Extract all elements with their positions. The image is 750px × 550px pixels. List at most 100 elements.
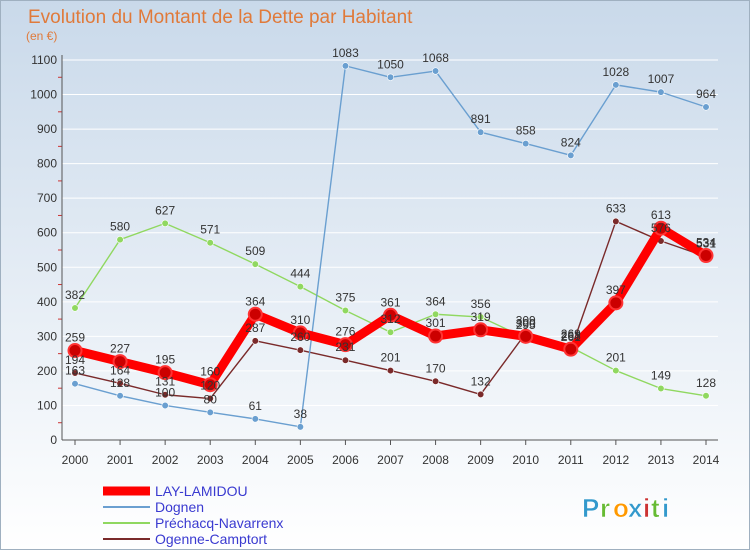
data-label: 361 [380,295,400,309]
data-point [653,220,669,236]
data-label: 613 [651,208,671,222]
data-label: 964 [696,87,716,101]
data-label: 576 [651,221,671,235]
data-point [296,346,304,354]
data-label: 1028 [603,65,630,79]
x-tick-label: 2013 [648,453,675,467]
x-tick-label: 2005 [287,453,314,467]
data-point [386,328,395,336]
x-tick-label: 2000 [62,453,89,467]
data-point [612,217,620,225]
data-point [206,239,214,247]
data-point [428,328,444,344]
x-tick-label: 2004 [242,453,269,467]
data-point [567,151,575,159]
data-point [71,369,79,377]
data-label: 120 [200,379,220,393]
y-tick-label: 800 [37,157,57,171]
data-label: 531 [696,237,716,251]
data-label: 163 [65,364,85,378]
data-point [247,306,263,322]
data-point [386,73,395,81]
y-tick-label: 1000 [30,88,57,102]
data-label: 149 [651,369,671,383]
y-tick-label: 200 [37,364,57,378]
y-tick-label: 0 [50,433,57,447]
data-label: 132 [471,374,491,388]
logo-letter: i [643,493,650,523]
data-label: 128 [696,376,716,390]
data-point [386,366,395,375]
data-point [292,325,308,341]
data-point [296,283,304,291]
data-label: 259 [65,331,85,345]
data-labels-group: 194 164 131 120 287 260 231 201 170 132 309 261 633 5… [65,46,716,421]
data-label: 261 [561,330,581,344]
legend-label: Dognen [155,499,204,515]
data-point [112,354,128,370]
data-label: 1007 [648,72,675,86]
data-point [71,304,79,312]
logo-letter: x [628,493,643,523]
data-label: 295 [516,318,536,332]
data-point [477,313,485,321]
chart-title: Evolution du Montant de la Dette par Hab… [28,7,413,28]
data-label: 80 [204,392,218,406]
data-label: 310 [290,313,310,327]
data-label: 509 [245,244,265,258]
y-axis: 0 100 200 300 400 500 600 700 800 900 1000 1100 [30,53,63,447]
data-point [206,394,214,403]
data-label: 382 [65,288,85,302]
data-point [431,310,440,318]
data-point [337,337,353,353]
data-label: 364 [426,294,446,308]
data-point [522,140,530,148]
data-label: 824 [561,135,581,149]
data-point [477,390,485,399]
data-point [202,377,218,393]
data-point [341,356,350,364]
data-label: 627 [155,203,175,217]
legend: LAY-LAMIDOUDognenPréchacq-NavarrenxOgenn… [103,483,283,547]
y-tick-label: 300 [37,329,57,343]
data-point [341,306,350,315]
data-label: 319 [471,310,491,324]
data-label: 1068 [422,51,449,65]
data-label: 891 [471,112,491,126]
y-tick-label: 400 [37,295,57,309]
data-point [116,236,124,244]
data-label: 364 [245,294,265,308]
data-point [608,295,624,311]
data-point [473,322,489,338]
logo-letter: P [582,493,599,523]
data-label: 312 [380,312,400,326]
data-label: 301 [426,316,446,330]
data-label: 309 [516,313,536,327]
data-point [698,248,714,264]
data-point [518,328,534,344]
data-point [157,365,173,381]
data-label: 356 [471,297,491,311]
data-label: 1083 [332,46,359,60]
data-label: 633 [606,201,626,215]
data-label: 195 [155,353,175,367]
x-tick-label: 2001 [107,453,134,467]
data-label: 201 [606,351,626,365]
data-label: 164 [110,363,130,377]
x-axis: 2000 2001 2002 2003 2004 2005 2006 2007 2008 2009… [62,439,720,467]
y-tick-label: 700 [37,191,57,205]
chart-subtitle: (en €) [26,29,57,43]
y-tick-label: 500 [37,260,57,274]
data-label: 571 [200,223,220,237]
data-label: 397 [606,283,626,297]
data-point [206,408,214,416]
data-label: 534 [696,236,716,250]
data-point [612,81,620,89]
data-point [477,128,485,136]
y-tick-label: 1100 [31,53,57,67]
data-point [161,219,169,227]
data-point [657,88,665,96]
logo-letter: r [600,493,610,523]
